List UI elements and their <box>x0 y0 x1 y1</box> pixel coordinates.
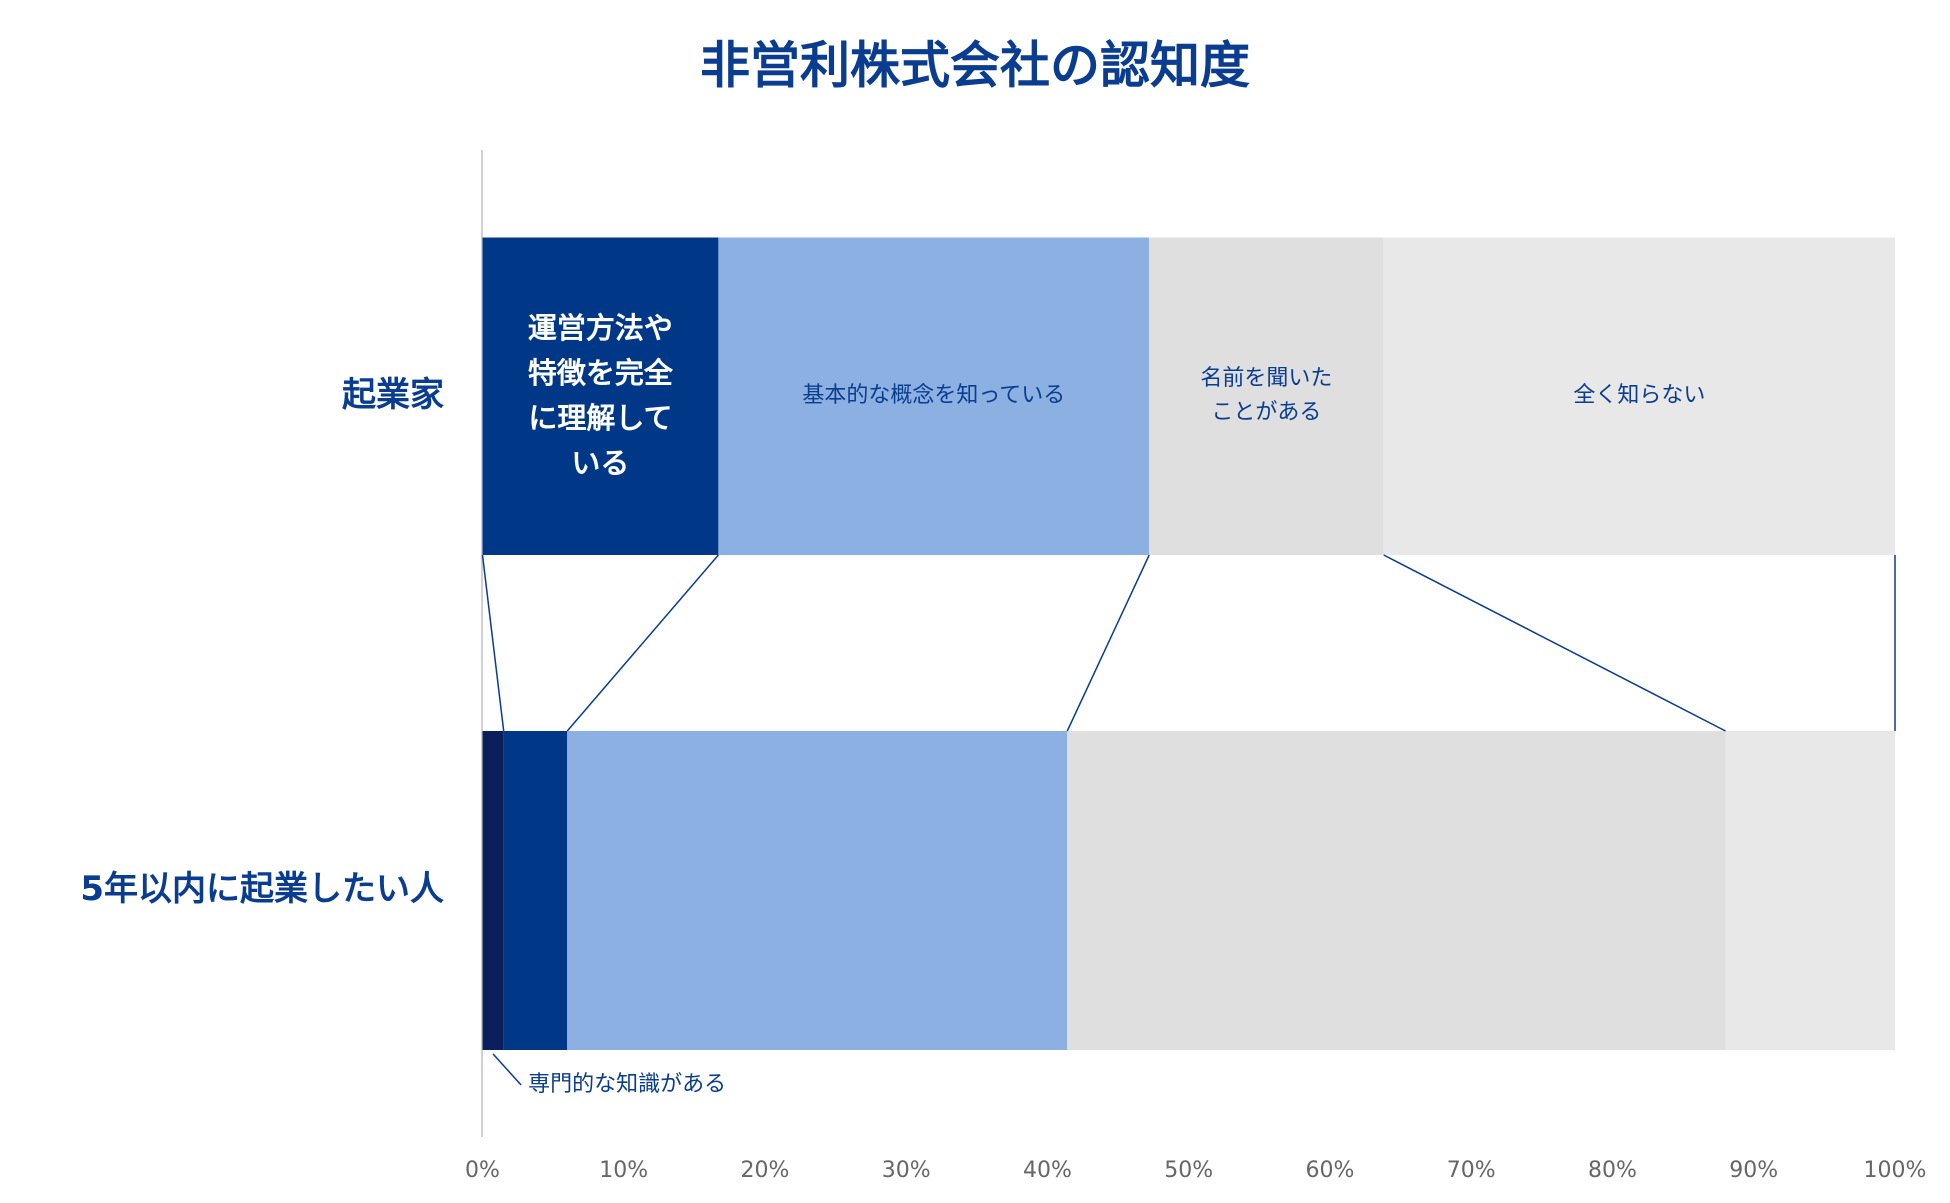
bar-segment <box>1725 731 1895 1050</box>
connector-line <box>481 554 505 732</box>
category-label: 5年以内に起業したい人 <box>80 869 444 909</box>
connector-line <box>566 554 719 732</box>
bar-segment <box>1149 237 1384 555</box>
x-tick-label: 50% <box>1164 1158 1213 1183</box>
bar-segment <box>482 237 719 555</box>
bar-segment <box>718 237 1150 555</box>
segment-label: 基本的な概念を知っている <box>802 383 1066 409</box>
bar-segment <box>482 731 504 1050</box>
segment-label: 全く知らない <box>1573 383 1706 409</box>
bar-segment <box>503 731 568 1050</box>
leader-line <box>492 1053 522 1086</box>
connector-line <box>1066 554 1150 732</box>
x-tick-label: 100% <box>1864 1158 1927 1183</box>
bar-segment <box>1383 237 1895 555</box>
category-label: 起業家 <box>342 375 444 415</box>
bar-segment <box>1067 731 1726 1050</box>
x-tick-label: 90% <box>1729 1158 1778 1183</box>
chart-title: 非営利株式会社の認知度 <box>700 37 1250 95</box>
segment-label: 専門的な知識がある <box>528 1072 726 1097</box>
x-tick-label: 60% <box>1306 1158 1355 1183</box>
x-tick-label: 70% <box>1447 1158 1496 1183</box>
x-tick-label: 20% <box>741 1158 790 1183</box>
connector-line <box>1383 554 1726 732</box>
x-tick-label: 10% <box>599 1158 648 1183</box>
x-tick-label: 80% <box>1588 1158 1637 1183</box>
x-tick-label: 30% <box>882 1158 931 1183</box>
segment-label: 名前を聞いたことがある <box>1200 366 1333 426</box>
x-tick-label: 0% <box>465 1158 500 1183</box>
bar-segment <box>567 731 1068 1050</box>
segment-label: 運営方法や特徴を完全に理解している <box>527 311 673 481</box>
x-tick-label: 40% <box>1023 1158 1072 1183</box>
